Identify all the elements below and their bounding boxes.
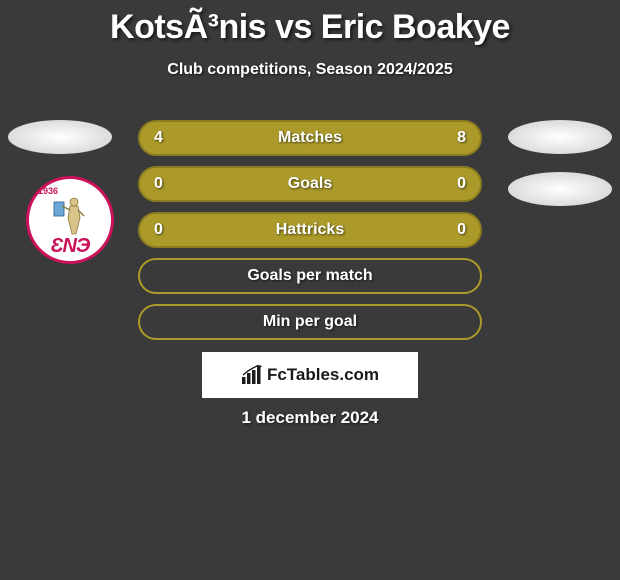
- stat-label: Min per goal: [263, 313, 357, 331]
- page-title: KotsÃ³nis vs Eric Boakye: [0, 0, 620, 47]
- stat-label: Hattricks: [276, 221, 344, 239]
- fctables-branding[interactable]: FcTables.com: [202, 352, 418, 398]
- subtitle: Club competitions, Season 2024/2025: [0, 61, 620, 79]
- stat-left-value: 4: [154, 129, 163, 147]
- club-badge: 1936 ƐNЭ: [26, 176, 114, 264]
- badge-abbrev: ƐNЭ: [51, 235, 90, 258]
- fctables-text: FcTables.com: [267, 365, 379, 385]
- right-crest-placeholder-1: [508, 120, 612, 154]
- stat-row-gpm: Goals per match: [138, 258, 482, 294]
- left-crest-placeholder: [8, 120, 112, 154]
- stat-row-mpg: Min per goal: [138, 304, 482, 340]
- stat-label: Goals per match: [247, 267, 372, 285]
- badge-figure-icon: [52, 196, 88, 240]
- stat-row-goals: 0 Goals 0: [138, 166, 482, 202]
- stat-row-hattricks: 0 Hattricks 0: [138, 212, 482, 248]
- stat-right-value: 8: [457, 129, 466, 147]
- date-text: 1 december 2024: [0, 408, 620, 428]
- stat-left-value: 0: [154, 175, 163, 193]
- stat-label: Goals: [288, 175, 332, 193]
- stat-left-value: 0: [154, 221, 163, 239]
- stats-container: 4 Matches 8 0 Goals 0 0 Hattricks 0 Goal…: [138, 120, 482, 350]
- badge-year: 1936: [38, 186, 58, 196]
- fctables-chart-icon: [241, 365, 263, 385]
- stat-right-value: 0: [457, 175, 466, 193]
- stat-label: Matches: [278, 129, 342, 147]
- stat-row-matches: 4 Matches 8: [138, 120, 482, 156]
- right-crest-placeholder-2: [508, 172, 612, 206]
- stat-right-value: 0: [457, 221, 466, 239]
